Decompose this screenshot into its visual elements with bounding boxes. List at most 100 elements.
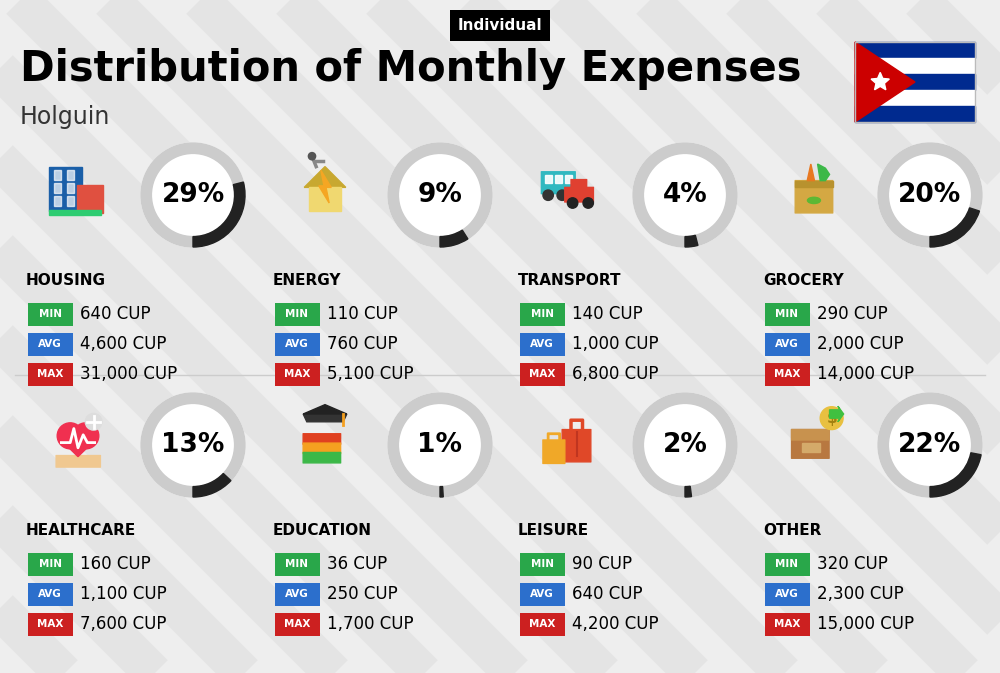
- Text: 250 CUP: 250 CUP: [327, 585, 398, 603]
- Text: 1,100 CUP: 1,100 CUP: [80, 585, 167, 603]
- Text: MAX: MAX: [529, 369, 555, 379]
- Bar: [565, 176, 572, 183]
- Circle shape: [633, 143, 737, 247]
- Bar: [54, 183, 61, 192]
- Text: 31,000 CUP: 31,000 CUP: [80, 365, 177, 383]
- FancyBboxPatch shape: [765, 553, 810, 575]
- Text: 640 CUP: 640 CUP: [80, 305, 151, 323]
- Text: ENERGY: ENERGY: [273, 273, 342, 288]
- Text: AVG: AVG: [38, 589, 62, 599]
- Bar: [49, 167, 82, 211]
- FancyBboxPatch shape: [765, 332, 810, 355]
- Polygon shape: [830, 406, 844, 422]
- Bar: [54, 170, 61, 180]
- FancyBboxPatch shape: [274, 302, 320, 326]
- Text: 13%: 13%: [161, 432, 225, 458]
- Circle shape: [73, 423, 99, 449]
- Wedge shape: [633, 143, 737, 247]
- Text: MIN: MIN: [530, 559, 554, 569]
- Polygon shape: [855, 42, 915, 122]
- Text: MIN: MIN: [776, 309, 798, 319]
- FancyBboxPatch shape: [520, 332, 564, 355]
- Wedge shape: [685, 487, 692, 497]
- Polygon shape: [319, 170, 331, 203]
- Text: 7,600 CUP: 7,600 CUP: [80, 615, 166, 633]
- FancyBboxPatch shape: [274, 583, 320, 606]
- Text: MIN: MIN: [776, 559, 798, 569]
- Bar: [67, 197, 74, 205]
- Text: MAX: MAX: [37, 619, 63, 629]
- FancyBboxPatch shape: [28, 302, 72, 326]
- Wedge shape: [685, 236, 698, 247]
- Text: 4,600 CUP: 4,600 CUP: [80, 335, 166, 353]
- Text: 1,000 CUP: 1,000 CUP: [572, 335, 659, 353]
- Text: MAX: MAX: [284, 369, 310, 379]
- Text: 1,700 CUP: 1,700 CUP: [327, 615, 414, 633]
- Wedge shape: [440, 487, 443, 497]
- Circle shape: [583, 198, 593, 208]
- Text: 2,300 CUP: 2,300 CUP: [817, 585, 904, 603]
- Text: 2,000 CUP: 2,000 CUP: [817, 335, 904, 353]
- Text: LEISURE: LEISURE: [518, 523, 589, 538]
- Text: 6,800 CUP: 6,800 CUP: [572, 365, 658, 383]
- Text: MAX: MAX: [774, 369, 800, 379]
- Wedge shape: [193, 182, 245, 247]
- Polygon shape: [871, 73, 889, 90]
- Text: MAX: MAX: [284, 619, 310, 629]
- Bar: [855, 106, 975, 122]
- Circle shape: [878, 393, 982, 497]
- FancyBboxPatch shape: [765, 612, 810, 635]
- Circle shape: [57, 423, 83, 449]
- Circle shape: [308, 153, 316, 160]
- Text: Holguin: Holguin: [20, 105, 110, 129]
- Polygon shape: [303, 404, 347, 414]
- Text: AVG: AVG: [775, 589, 799, 599]
- Text: 36 CUP: 36 CUP: [327, 555, 387, 573]
- Bar: [795, 180, 833, 187]
- Bar: [555, 176, 562, 183]
- Text: MAX: MAX: [774, 619, 800, 629]
- Text: TRANSPORT: TRANSPORT: [518, 273, 622, 288]
- Bar: [855, 42, 975, 58]
- FancyBboxPatch shape: [274, 363, 320, 386]
- Wedge shape: [141, 393, 245, 497]
- FancyBboxPatch shape: [520, 553, 564, 575]
- Bar: [855, 74, 975, 90]
- Text: $: $: [826, 411, 837, 425]
- Bar: [49, 210, 101, 215]
- Text: 90 CUP: 90 CUP: [572, 555, 632, 573]
- Text: 760 CUP: 760 CUP: [327, 335, 398, 353]
- Circle shape: [820, 406, 843, 429]
- FancyBboxPatch shape: [571, 180, 587, 189]
- Circle shape: [85, 413, 102, 430]
- Circle shape: [388, 143, 492, 247]
- Bar: [54, 197, 61, 205]
- FancyBboxPatch shape: [520, 363, 564, 386]
- Text: AVG: AVG: [775, 339, 799, 349]
- Text: MIN: MIN: [530, 309, 554, 319]
- Ellipse shape: [807, 197, 820, 203]
- Text: 29%: 29%: [161, 182, 225, 208]
- Text: 22%: 22%: [898, 432, 962, 458]
- Text: MIN: MIN: [38, 559, 62, 569]
- Text: 320 CUP: 320 CUP: [817, 555, 888, 573]
- Text: 4,200 CUP: 4,200 CUP: [572, 615, 659, 633]
- Wedge shape: [141, 143, 245, 247]
- Text: 1%: 1%: [418, 432, 462, 458]
- Bar: [67, 183, 74, 192]
- Text: MIN: MIN: [286, 309, 308, 319]
- Text: 160 CUP: 160 CUP: [80, 555, 151, 573]
- FancyBboxPatch shape: [765, 583, 810, 606]
- Text: MAX: MAX: [37, 369, 63, 379]
- Bar: [545, 176, 552, 183]
- Text: AVG: AVG: [38, 339, 62, 349]
- Text: MIN: MIN: [286, 559, 308, 569]
- Wedge shape: [440, 230, 468, 247]
- FancyBboxPatch shape: [543, 440, 565, 464]
- Bar: [802, 443, 820, 452]
- Circle shape: [633, 393, 737, 497]
- Polygon shape: [818, 164, 830, 180]
- FancyBboxPatch shape: [274, 553, 320, 575]
- Text: 140 CUP: 140 CUP: [572, 305, 643, 323]
- Polygon shape: [58, 437, 98, 457]
